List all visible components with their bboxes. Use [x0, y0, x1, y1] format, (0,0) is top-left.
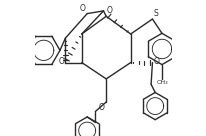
Text: O: O [106, 6, 112, 15]
Text: S: S [152, 9, 157, 18]
Text: O: O [98, 103, 104, 112]
Text: O: O [152, 57, 158, 66]
Text: O: O [58, 57, 64, 66]
Text: O: O [80, 4, 85, 13]
Text: CH₃: CH₃ [155, 80, 167, 85]
